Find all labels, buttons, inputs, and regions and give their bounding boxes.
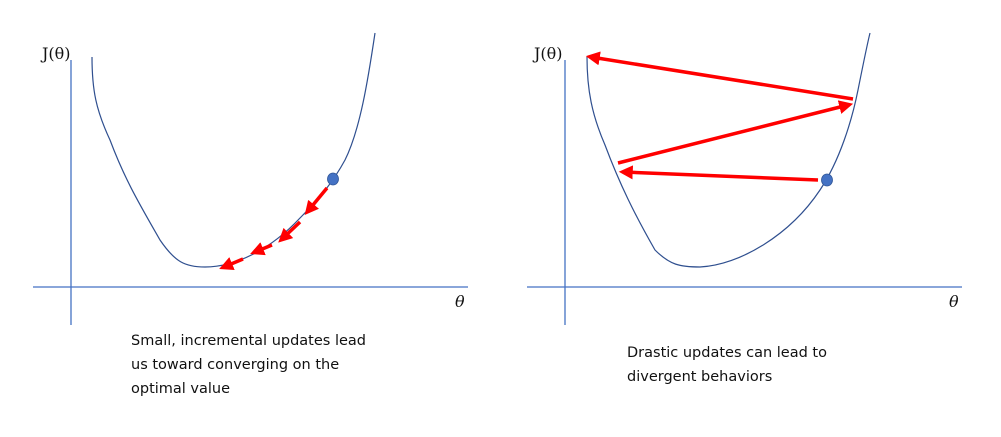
divergent-arrow-2 [617,100,854,165]
small-step-arrows [219,186,329,271]
step-arrow-2 [278,220,302,243]
right-cost-curve [586,32,871,268]
left-caption: Small, incremental updates lead us towar… [131,329,366,401]
step-arrow-4 [219,257,244,271]
right-y-axis-label: J(θ) [534,44,563,63]
right-x-axis-label: θ [949,292,959,311]
step-arrow-1 [304,186,329,216]
divergent-arrow-1 [618,165,819,182]
right-caption: Drastic updates can lead to divergent be… [627,341,827,389]
step-arrow-3 [250,242,273,256]
caption-line: us toward converging on the [131,357,340,373]
left-panel [33,32,468,325]
caption-line: optimal value [131,381,231,397]
left-x-axis-label: θ [455,292,465,311]
current-point-dot [821,173,833,187]
caption-line: Drastic updates can lead to [627,345,827,361]
caption-line: divergent behaviors [627,369,773,385]
left-y-axis-label: J(θ) [42,44,71,63]
current-point-dot [327,172,339,186]
divergent-arrow-3 [585,51,854,101]
large-step-arrows [585,51,854,182]
left-cost-curve [91,32,376,268]
caption-line: Small, incremental updates lead [131,333,366,349]
right-panel [527,32,962,325]
